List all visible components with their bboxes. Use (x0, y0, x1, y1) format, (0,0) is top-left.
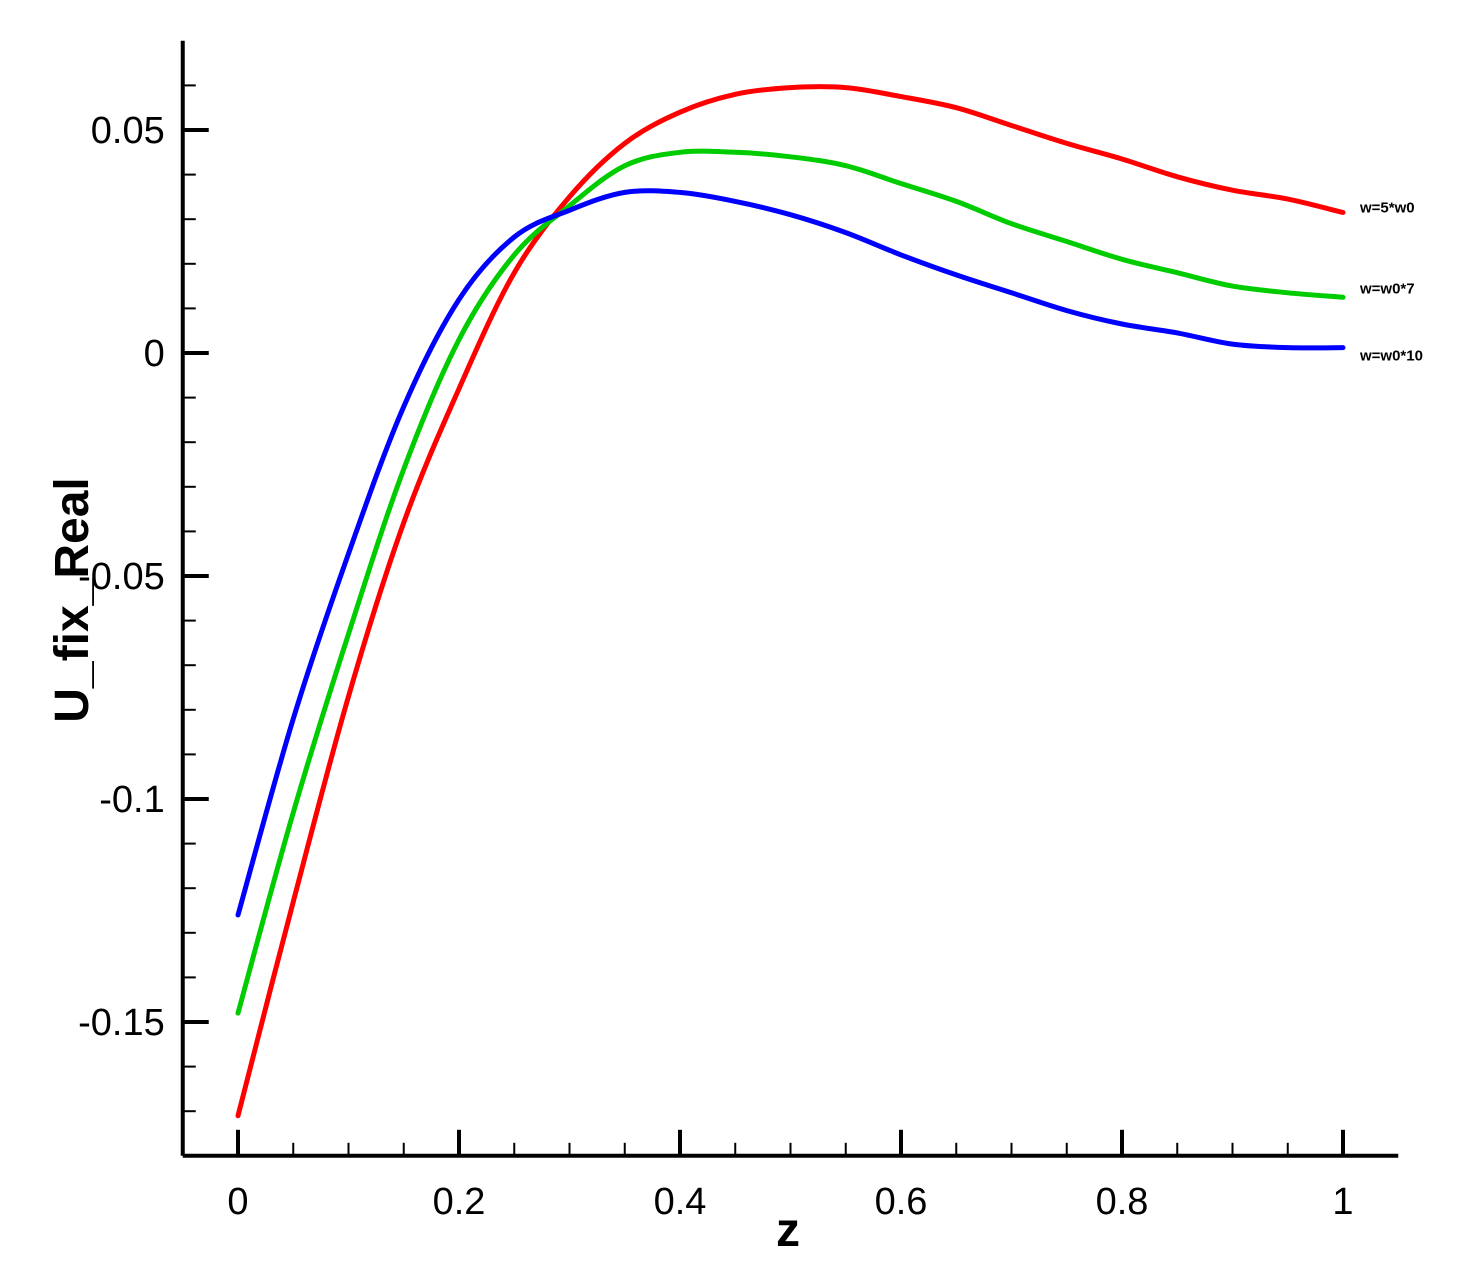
x-tick-label: 1 (1332, 1181, 1353, 1223)
series-label-w5w0: w=5*w0 (1359, 200, 1415, 217)
axes: 0 0.2 0.4 0.6 0.8 1 -0.15 -0.1 -0.05 0 0.05 (78, 40, 1399, 1223)
x-tick-label: 0.4 (654, 1181, 707, 1223)
y-axis-title: U_fix_Real (46, 477, 99, 722)
x-tick-label: 0.2 (433, 1181, 486, 1223)
y-tick-label: -0.15 (78, 1002, 165, 1044)
series-line-w0-7 (235, 148, 1346, 1016)
y-tick-label: -0.1 (99, 779, 164, 821)
x-tick-label: 0 (227, 1181, 248, 1223)
y-tick-label: -0.05 (78, 556, 165, 598)
series-line-w5w0 (235, 84, 1346, 1119)
series-label-w0-7: w=w0*7 (1359, 280, 1415, 297)
series-label-w0-10: w=w0*10 (1359, 348, 1423, 365)
y-tick-label: 0.05 (91, 110, 165, 152)
x-tick-label: 0.6 (875, 1181, 928, 1223)
series-labels: w=5*w0 w=w0*7 w=w0*10 (1359, 200, 1423, 365)
x-axis-title: z (776, 1204, 800, 1257)
x-tick-label: 0.8 (1096, 1181, 1149, 1223)
y-tick-label: 0 (144, 333, 165, 375)
series-line-w0-10 (235, 188, 1346, 918)
series-group (235, 84, 1346, 1119)
